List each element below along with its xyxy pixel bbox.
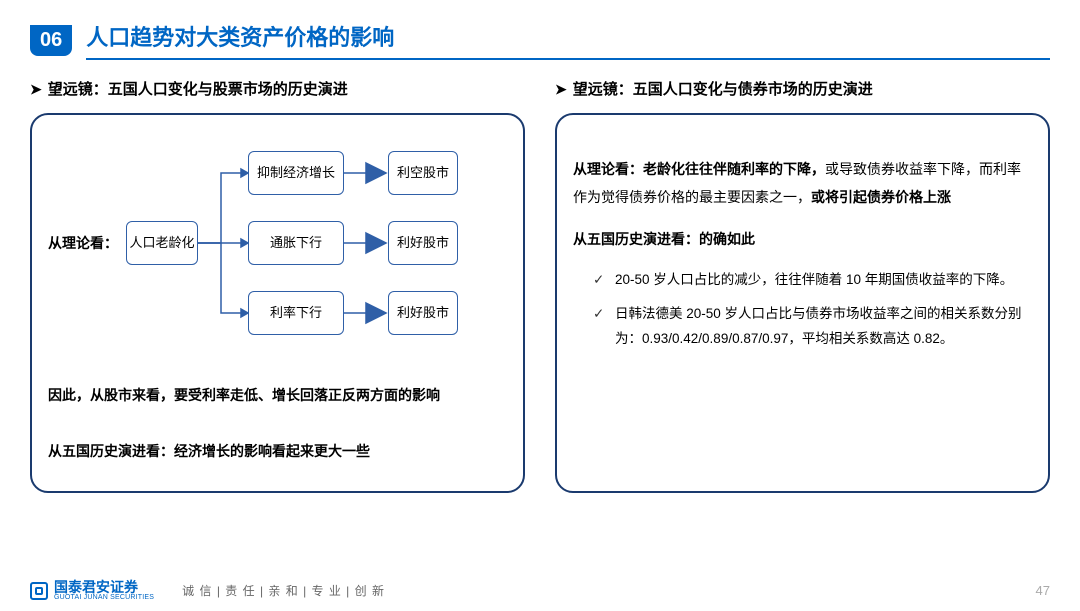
section-badge: 06 xyxy=(30,25,72,56)
left-conclusion-2: 从五国历史演进看：经济增长的影响看起来更大一些 xyxy=(48,437,507,465)
triangle-icon: ➤ xyxy=(30,81,42,97)
right-bullet-list: 20-50 岁人口占比的减少，往往伴随着 10 年期国债收益率的下降。 日韩法德… xyxy=(573,267,1032,352)
flow-node-root: 人口老龄化 xyxy=(126,221,198,265)
right-p1: 从理论看：老龄化往往伴随利率的下降，或导致债券收益率下降，而利率作为觉得债券价格… xyxy=(573,155,1032,211)
footer-motto: 诚 信 | 责 任 | 亲 和 | 专 业 | 创 新 xyxy=(182,582,385,599)
flow-node-end-0: 利空股市 xyxy=(388,151,458,195)
right-p2: 从五国历史演进看：的确如此 xyxy=(573,225,1032,253)
flow-node-end-2: 利好股市 xyxy=(388,291,458,335)
footer: 国泰君安证券 GUOTAI JUNAN SECURITIES 诚 信 | 责 任… xyxy=(30,580,1050,601)
flowchart: 人口老龄化 抑制经济增长 通胀下行 利率下行 利空股市 利好股市 利好股市 xyxy=(126,133,506,353)
right-panel: 从理论看：老龄化往往伴随利率的下降，或导致债券收益率下降，而利率作为觉得债券价格… xyxy=(555,113,1050,493)
left-panel: 从理论看： xyxy=(30,113,525,493)
list-item: 日韩法德美 20-50 岁人口占比与债券市场收益率之间的相关系数分别为：0.93… xyxy=(593,301,1032,352)
right-subheading: ➤望远镜：五国人口变化与债券市场的历史演进 xyxy=(555,78,1050,99)
page-number: 47 xyxy=(1036,583,1050,598)
triangle-icon: ➤ xyxy=(555,81,567,97)
theory-label: 从理论看： xyxy=(48,233,118,253)
logo-icon xyxy=(30,582,48,600)
slide-title: 人口趋势对大类资产价格的影响 xyxy=(86,20,394,52)
slide-header: 06 人口趋势对大类资产价格的影响 xyxy=(30,20,1050,60)
left-conclusion-1: 因此，从股市来看，要受利率走低、增长回落正反两方面的影响 xyxy=(48,381,507,409)
flow-node-mid-0: 抑制经济增长 xyxy=(248,151,344,195)
list-item: 20-50 岁人口占比的减少，往往伴随着 10 年期国债收益率的下降。 xyxy=(593,267,1032,293)
flow-node-end-1: 利好股市 xyxy=(388,221,458,265)
company-name-en: GUOTAI JUNAN SECURITIES xyxy=(54,594,154,601)
flow-node-mid-1: 通胀下行 xyxy=(248,221,344,265)
company-logo: 国泰君安证券 GUOTAI JUNAN SECURITIES xyxy=(30,580,154,601)
company-name: 国泰君安证券 xyxy=(54,580,154,594)
left-subheading: ➤望远镜：五国人口变化与股票市场的历史演进 xyxy=(30,78,525,99)
flow-node-mid-2: 利率下行 xyxy=(248,291,344,335)
